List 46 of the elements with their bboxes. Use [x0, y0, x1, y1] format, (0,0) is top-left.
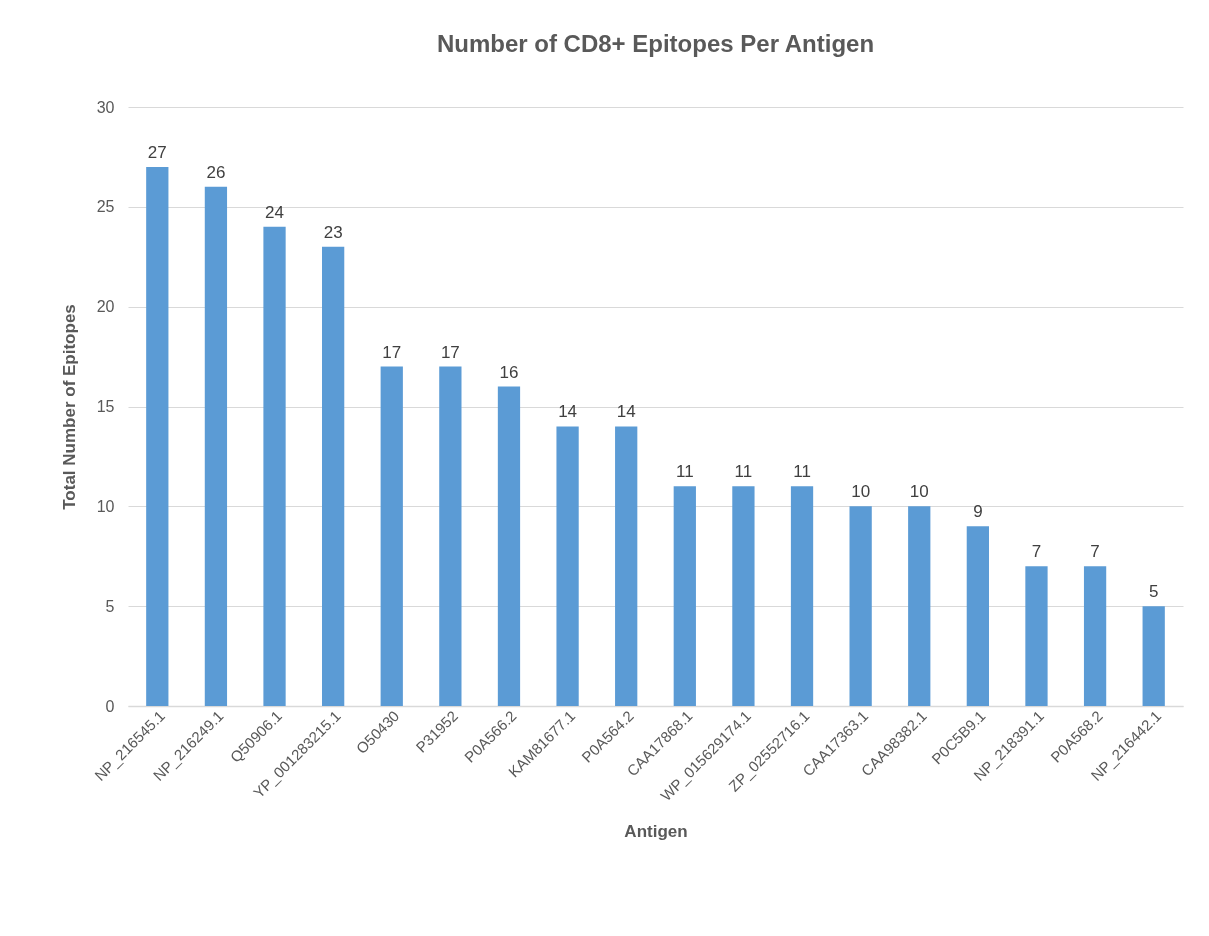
data-label: 5	[1148, 582, 1159, 602]
bar	[790, 486, 814, 706]
data-label: 23	[323, 222, 343, 242]
data-label: 11	[734, 462, 753, 482]
data-label: 10	[851, 482, 871, 502]
bar	[497, 386, 521, 706]
data-label: 7	[1090, 542, 1100, 562]
bar	[1142, 606, 1165, 706]
bar	[1083, 566, 1107, 706]
bar	[322, 246, 345, 706]
data-label: 11	[793, 462, 811, 482]
data-label: 11	[675, 462, 694, 482]
bar	[146, 166, 169, 706]
bar	[966, 526, 989, 706]
data-label: 26	[206, 162, 226, 182]
data-label: 10	[909, 482, 929, 502]
data-label: 24	[265, 202, 284, 222]
data-label: 27	[147, 142, 167, 162]
y-tick-label: 10	[96, 497, 115, 515]
y-tick-label: 5	[105, 597, 115, 615]
y-tick-label: 0	[105, 697, 115, 715]
bar	[908, 506, 931, 706]
bar	[204, 186, 228, 706]
y-axis-title: Total Number of Epitopes	[59, 304, 79, 510]
bar	[439, 366, 462, 706]
bar	[732, 486, 755, 706]
x-axis-title: Antigen	[624, 822, 688, 842]
bar	[263, 226, 286, 706]
data-label: 9	[973, 502, 983, 522]
bar	[849, 506, 872, 706]
data-label: 14	[616, 402, 636, 422]
data-label: 17	[440, 342, 460, 362]
y-tick-label: 30	[96, 98, 115, 116]
data-label: 14	[558, 402, 578, 422]
y-tick-label: 20	[96, 298, 115, 316]
data-label: 16	[499, 362, 519, 382]
bar	[1025, 566, 1048, 706]
bar	[673, 486, 696, 706]
y-tick-label: 15	[96, 398, 115, 415]
bar	[380, 366, 403, 706]
chart-title: Number of CD8+ Epitopes Per Antigen	[436, 30, 875, 57]
bar	[615, 426, 638, 706]
bar	[556, 426, 579, 706]
y-tick-label: 25	[96, 198, 115, 216]
data-label: 7	[1031, 542, 1042, 562]
data-label: 17	[382, 342, 402, 362]
